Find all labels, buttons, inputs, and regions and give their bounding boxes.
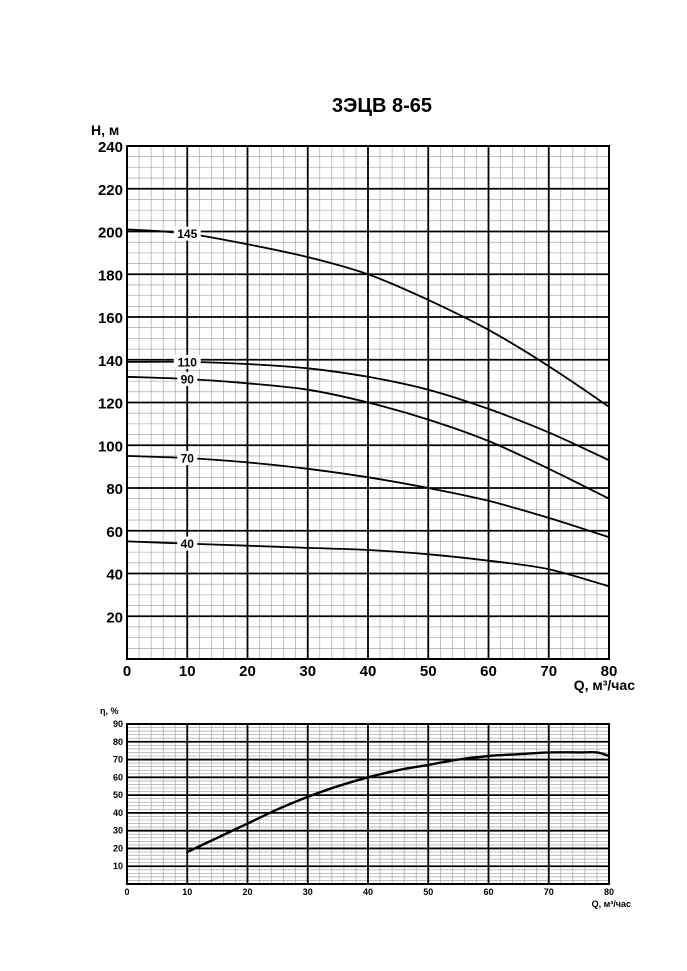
y-tick-label: 240 (98, 139, 123, 156)
x-tick-labels: 0 10 20 30 40 50 60 70 80 (123, 663, 618, 680)
y-tick-label: 140 (98, 353, 123, 370)
curve-label: 90 (181, 372, 195, 386)
y-tick-label: 40 (113, 808, 123, 818)
y-tick-label: 60 (113, 772, 123, 782)
series-line (126, 375, 610, 500)
y-tick-label: 90 (113, 719, 123, 729)
x-tick-label: 30 (299, 663, 316, 680)
y-tick-label: 30 (113, 826, 123, 836)
y-tick-label: 100 (98, 438, 123, 455)
x-tick-label: 60 (483, 887, 493, 897)
x-tick-label: 10 (182, 887, 192, 897)
x-tick-label: 0 (123, 663, 131, 680)
y-tick-label: 40 (106, 567, 123, 584)
y-tick-label: 20 (113, 843, 123, 853)
x-tick-label: 70 (540, 663, 557, 680)
y-tick-label: 180 (98, 267, 123, 284)
curve-label: 40 (181, 537, 195, 551)
x-tick-label: 10 (179, 663, 196, 680)
series-40: 40 (126, 536, 610, 588)
x-tick-labels: 0 10 20 30 40 50 60 70 80 (124, 887, 614, 897)
series-line (126, 360, 610, 462)
x-tick-label: 40 (360, 663, 377, 680)
x-tick-label: 40 (363, 887, 373, 897)
y-axis-label: H, м (91, 122, 119, 138)
series-145: 145 (126, 226, 610, 408)
series-line (126, 228, 610, 408)
x-tick-label: 0 (124, 887, 129, 897)
y-tick-label: 80 (106, 481, 123, 498)
curve-label-bg (173, 354, 201, 369)
y-tick-label: 200 (98, 225, 123, 242)
curve-label-bg (173, 226, 201, 241)
y-tick-label: 220 (98, 182, 123, 199)
x-axis-label: Q, м³/час (574, 677, 635, 693)
x-tick-label: 70 (544, 887, 554, 897)
series-line (126, 455, 610, 539)
x-tick-label: 50 (423, 887, 433, 897)
y-tick-label: 20 (106, 609, 123, 626)
head-flow-chart: 0 10 20 30 40 50 60 70 80 20 40 60 80 100 120 140 160 180… (91, 95, 635, 693)
plot-frame (126, 145, 610, 660)
y-tick-labels: 10 20 30 40 50 60 70 80 90 (113, 719, 123, 871)
series-0 (186, 750, 611, 854)
y-tick-label: 80 (113, 737, 123, 747)
series-line (186, 750, 611, 854)
curve-label-bg (177, 536, 198, 551)
chart-title: 3ЭЦВ 8-65 (332, 95, 432, 117)
x-tick-label: 20 (239, 663, 256, 680)
y-tick-label: 50 (113, 790, 123, 800)
x-tick-label: 80 (604, 887, 614, 897)
series-line (126, 540, 610, 588)
series-110: 110 (126, 354, 610, 462)
y-tick-label: 70 (113, 755, 123, 765)
y-tick-label: 160 (98, 310, 123, 327)
curve-label: 145 (177, 227, 197, 241)
y-tick-label: 10 (113, 861, 123, 871)
x-axis-label: Q, м³/час (592, 899, 631, 909)
series-90: 90 (126, 371, 610, 500)
x-tick-label: 50 (420, 663, 437, 680)
y-tick-label: 120 (98, 396, 123, 413)
y-axis-label: η, % (100, 706, 119, 716)
efficiency-chart: 0 10 20 30 40 50 60 70 80 10 20 30 40 50 60 70 80 90 Q, м³… (100, 706, 631, 909)
series-70: 70 (126, 451, 610, 539)
curve-label-bg (177, 451, 198, 466)
y-tick-labels: 20 40 60 80 100 120 140 160 180 200 220 240 (98, 139, 123, 626)
curve-label-bg (177, 371, 198, 386)
plot-frame (126, 723, 610, 885)
x-tick-label: 30 (303, 887, 313, 897)
x-tick-label: 80 (601, 663, 618, 680)
x-tick-label: 20 (242, 887, 252, 897)
curve-label: 70 (181, 452, 195, 466)
y-tick-label: 60 (106, 524, 123, 541)
curve-label: 110 (178, 355, 198, 369)
x-tick-label: 60 (480, 663, 497, 680)
